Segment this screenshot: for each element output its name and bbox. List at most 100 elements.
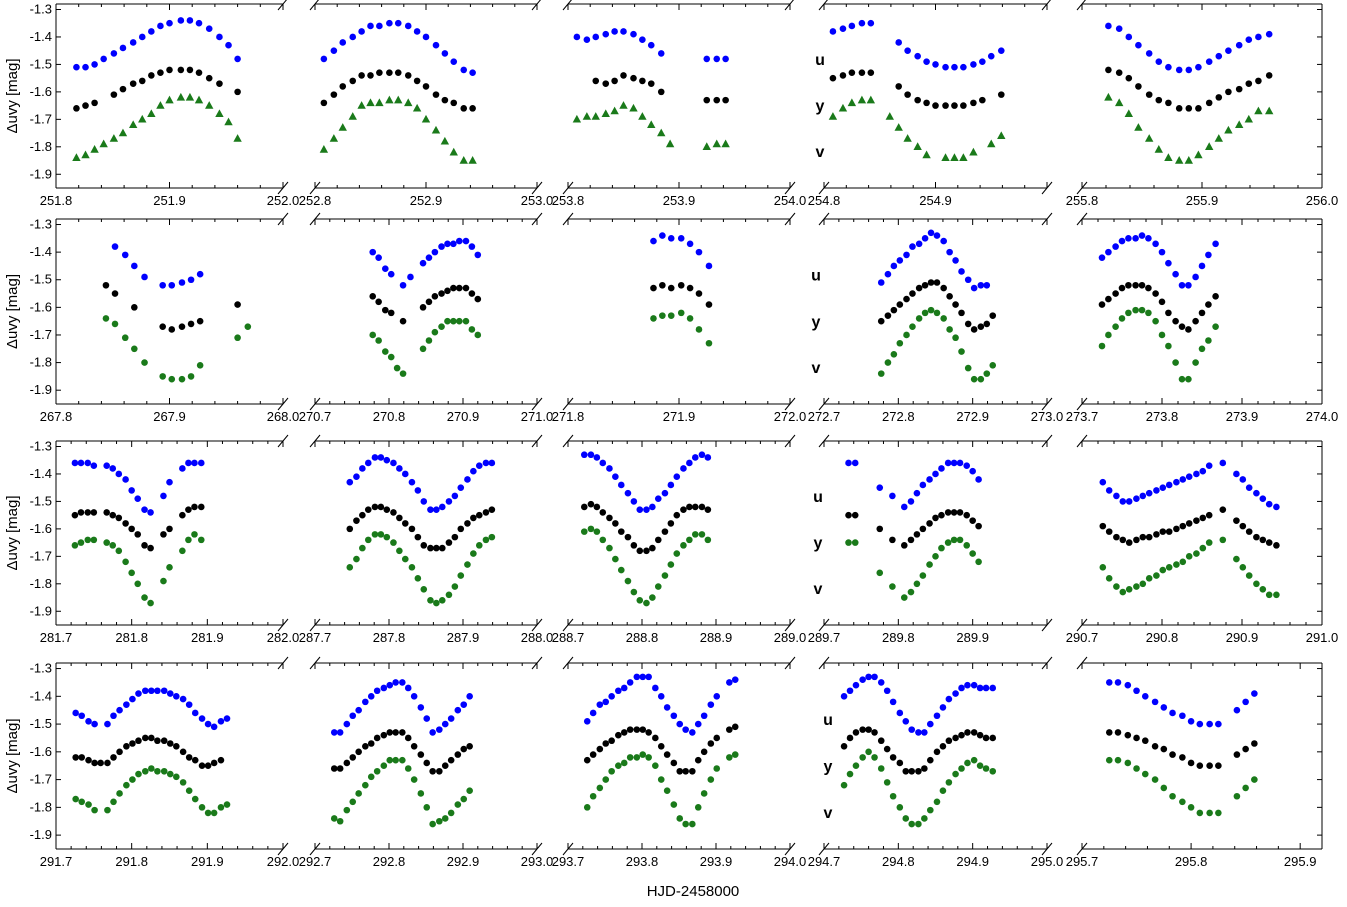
data-point-y (940, 284, 947, 292)
data-point-u (589, 709, 597, 717)
data-point-y (1165, 309, 1172, 317)
data-point-u (377, 454, 385, 461)
band-label-u: u (823, 712, 833, 729)
data-point-y (896, 759, 904, 767)
x-tick-label: 287.9 (447, 630, 480, 645)
data-point-u (185, 701, 193, 708)
x-tick-label: 267.8 (40, 409, 73, 424)
data-point-u (1205, 251, 1212, 259)
data-point-y (454, 751, 462, 758)
data-point-y (1153, 531, 1160, 538)
data-point-y (704, 506, 712, 513)
data-point-v (138, 114, 147, 123)
data-point-y (639, 77, 646, 85)
data-point-v (851, 539, 859, 546)
data-point-y (111, 290, 119, 297)
data-point-y (639, 726, 647, 733)
data-point-u (691, 454, 699, 461)
data-point-v (81, 150, 90, 159)
data-point-y (713, 734, 721, 742)
data-point-v (429, 820, 436, 828)
data-point-v (367, 773, 375, 781)
data-point-y (1169, 751, 1176, 758)
data-point-v (1164, 153, 1173, 161)
data-point-u (128, 487, 135, 494)
data-point-v (950, 153, 959, 161)
y-tick-label: -1.5 (30, 716, 52, 731)
data-point-u (871, 673, 878, 681)
data-point-v (1244, 114, 1253, 123)
data-point-y (376, 69, 383, 76)
data-point-v (346, 564, 354, 571)
data-point-y (367, 740, 375, 747)
data-point-y (884, 312, 892, 319)
x-tick-label: 289.8 (882, 630, 915, 645)
data-point-y (191, 503, 198, 511)
data-point-y (643, 547, 650, 555)
data-point-y (1245, 80, 1253, 87)
panel-2-3: 271.8 271.9 272.0 (552, 219, 806, 424)
data-point-u (1105, 487, 1113, 494)
panel-3-5: 290.7 290.8 290.9 291.0 (1066, 441, 1339, 645)
data-point-u (122, 476, 129, 483)
data-point-u (131, 262, 138, 270)
data-point-v (440, 136, 450, 145)
data-point-v (1194, 150, 1203, 159)
y-tick-label: -1.7 (30, 327, 52, 342)
data-point-u (470, 467, 477, 475)
data-point-u (367, 693, 375, 700)
data-point-v (115, 547, 123, 555)
data-point-y (141, 542, 148, 549)
data-point-v (933, 309, 941, 317)
data-point-y (173, 742, 180, 750)
data-point-v (343, 806, 351, 814)
data-point-u (410, 693, 418, 700)
data-point-u (339, 39, 347, 46)
data-point-v (580, 528, 588, 535)
x-tick-label: 291.0 (1306, 630, 1339, 645)
data-point-u (970, 61, 977, 68)
data-point-y (134, 531, 142, 538)
data-point-v (431, 328, 439, 336)
data-point-u (414, 487, 422, 494)
data-point-y (615, 731, 622, 739)
data-point-v (976, 762, 984, 770)
data-point-y (488, 506, 496, 513)
data-point-v (639, 751, 647, 758)
data-point-y (234, 301, 241, 308)
data-point-u (234, 55, 241, 63)
data-point-v (103, 539, 110, 546)
data-point-u (1175, 66, 1183, 74)
data-point-u (1165, 63, 1172, 71)
data-point-u (1198, 262, 1206, 270)
data-point-y (1133, 536, 1140, 544)
data-point-y (845, 511, 852, 519)
data-point-y (633, 726, 641, 733)
data-point-v (99, 139, 108, 148)
data-point-y (159, 323, 166, 330)
data-point-v (421, 114, 431, 123)
data-point-y (933, 279, 941, 286)
data-point-v (185, 92, 195, 101)
data-point-u (223, 715, 231, 722)
x-tick-label: 254.8 (808, 193, 841, 208)
data-point-y (410, 742, 418, 750)
data-point-y (197, 503, 205, 511)
data-point-u (336, 729, 344, 736)
data-point-u (726, 679, 733, 686)
data-point-u (422, 33, 430, 41)
data-point-y (460, 745, 468, 753)
data-point-y (110, 91, 118, 98)
data-point-v (159, 373, 166, 380)
data-point-u (926, 720, 934, 728)
data-point-u (1259, 495, 1267, 502)
data-point-v (846, 770, 854, 778)
data-point-v (1105, 575, 1113, 582)
data-point-y (945, 737, 953, 745)
data-point-v (393, 364, 401, 372)
data-point-v (945, 779, 953, 786)
data-point-v (1185, 553, 1193, 560)
data-point-v (1169, 792, 1176, 800)
data-point-v (1273, 591, 1280, 599)
x-tick-label: 273.9 (1226, 409, 1259, 424)
